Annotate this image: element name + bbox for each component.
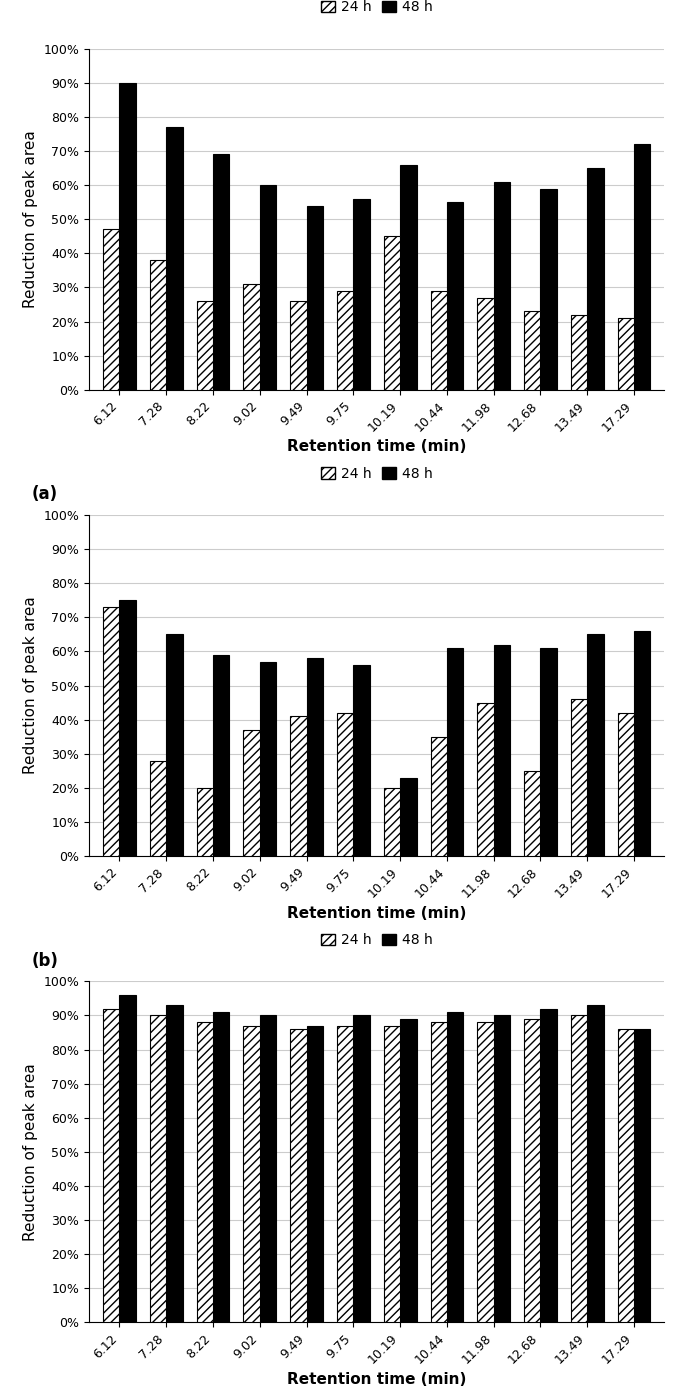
Bar bbox=[477, 298, 494, 390]
Bar bbox=[587, 168, 603, 390]
Bar bbox=[618, 1029, 634, 1322]
Bar bbox=[447, 1012, 463, 1322]
Y-axis label: Reduction of peak area: Reduction of peak area bbox=[23, 597, 38, 774]
Bar bbox=[290, 1029, 307, 1322]
Bar bbox=[524, 1019, 540, 1322]
Bar bbox=[197, 1022, 213, 1322]
Bar bbox=[150, 760, 166, 856]
Text: (a): (a) bbox=[32, 486, 58, 504]
Bar bbox=[166, 127, 183, 390]
Bar bbox=[400, 164, 416, 390]
Bar bbox=[587, 1005, 603, 1322]
Bar bbox=[119, 84, 136, 390]
Bar bbox=[524, 312, 540, 390]
Bar bbox=[384, 1026, 400, 1322]
X-axis label: Retention time (min): Retention time (min) bbox=[287, 906, 466, 920]
Bar bbox=[260, 185, 276, 390]
Bar bbox=[337, 713, 353, 856]
Legend: 24 h, 48 h: 24 h, 48 h bbox=[319, 0, 435, 17]
Bar bbox=[150, 260, 166, 390]
Bar bbox=[494, 644, 510, 856]
Bar bbox=[400, 778, 416, 856]
Bar bbox=[353, 1016, 370, 1322]
Bar bbox=[494, 182, 510, 390]
Bar bbox=[243, 729, 260, 856]
Bar bbox=[197, 301, 213, 390]
Bar bbox=[384, 788, 400, 856]
Bar bbox=[307, 1026, 323, 1322]
Bar bbox=[337, 1026, 353, 1322]
Bar bbox=[477, 1022, 494, 1322]
Bar bbox=[103, 607, 119, 856]
Bar bbox=[213, 1012, 229, 1322]
Bar bbox=[103, 1009, 119, 1322]
Bar bbox=[540, 188, 557, 390]
Bar bbox=[150, 1016, 166, 1322]
Bar bbox=[290, 301, 307, 390]
X-axis label: Retention time (min): Retention time (min) bbox=[287, 440, 466, 454]
Bar bbox=[243, 1026, 260, 1322]
Bar bbox=[119, 600, 136, 856]
Bar bbox=[634, 631, 651, 856]
Legend: 24 h, 48 h: 24 h, 48 h bbox=[319, 930, 435, 949]
Bar bbox=[119, 995, 136, 1322]
Bar bbox=[213, 155, 229, 390]
Bar bbox=[524, 771, 540, 856]
Bar bbox=[494, 1016, 510, 1322]
Y-axis label: Reduction of peak area: Reduction of peak area bbox=[23, 1063, 38, 1240]
Bar bbox=[571, 315, 587, 390]
Bar bbox=[540, 649, 557, 856]
Bar bbox=[384, 237, 400, 390]
Bar bbox=[618, 319, 634, 390]
Bar bbox=[431, 736, 447, 856]
Bar bbox=[337, 291, 353, 390]
Bar bbox=[290, 717, 307, 856]
Bar bbox=[307, 658, 323, 856]
Bar bbox=[213, 654, 229, 856]
Bar bbox=[540, 1009, 557, 1322]
Text: (b): (b) bbox=[32, 952, 58, 970]
Y-axis label: Reduction of peak area: Reduction of peak area bbox=[23, 131, 38, 308]
Bar bbox=[634, 145, 651, 390]
Legend: 24 h, 48 h: 24 h, 48 h bbox=[319, 464, 435, 483]
X-axis label: Retention time (min): Retention time (min) bbox=[287, 1373, 466, 1386]
Bar bbox=[166, 635, 183, 856]
Bar bbox=[353, 199, 370, 390]
Bar bbox=[618, 713, 634, 856]
Bar bbox=[353, 665, 370, 856]
Bar bbox=[447, 202, 463, 390]
Bar bbox=[477, 703, 494, 856]
Bar bbox=[166, 1005, 183, 1322]
Bar bbox=[260, 1016, 276, 1322]
Bar bbox=[587, 635, 603, 856]
Bar bbox=[243, 284, 260, 390]
Bar bbox=[571, 1016, 587, 1322]
Bar bbox=[197, 788, 213, 856]
Bar bbox=[103, 230, 119, 390]
Bar bbox=[431, 291, 447, 390]
Bar bbox=[260, 661, 276, 856]
Bar bbox=[571, 699, 587, 856]
Bar bbox=[400, 1019, 416, 1322]
Bar bbox=[307, 206, 323, 390]
Bar bbox=[634, 1029, 651, 1322]
Bar bbox=[431, 1022, 447, 1322]
Bar bbox=[447, 649, 463, 856]
